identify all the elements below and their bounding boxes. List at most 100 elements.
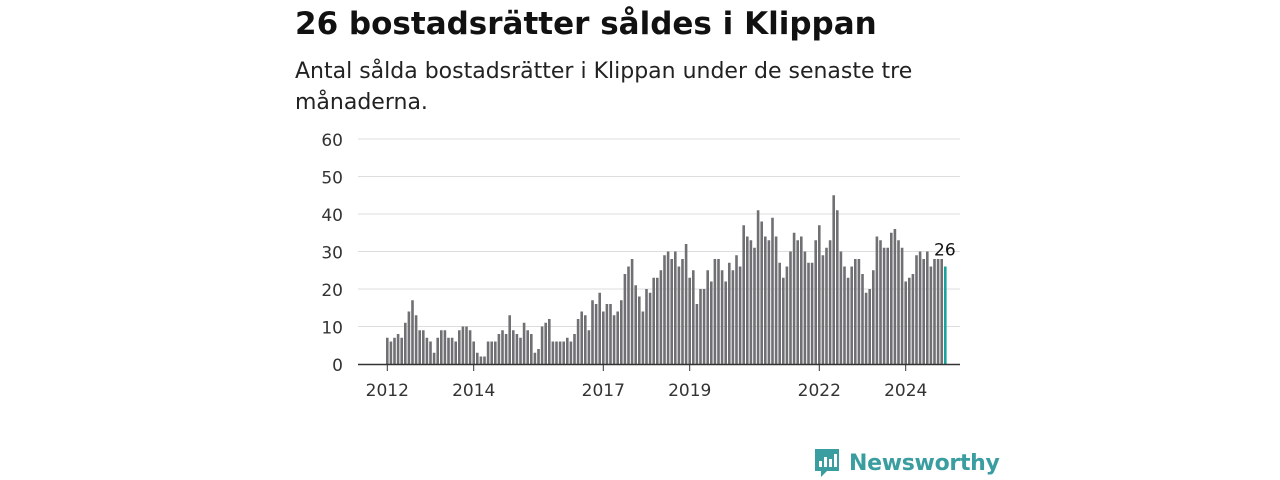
bar xyxy=(652,277,655,364)
bar xyxy=(886,247,889,364)
bar xyxy=(623,274,627,364)
bar xyxy=(404,322,407,364)
bar xyxy=(656,277,659,364)
bar xyxy=(429,341,432,364)
bar xyxy=(443,330,447,364)
bar xyxy=(764,236,767,364)
bar xyxy=(447,337,450,364)
bar xyxy=(814,240,817,364)
bar xyxy=(710,281,713,364)
bar xyxy=(522,322,526,364)
bar xyxy=(468,330,472,364)
bar xyxy=(735,255,738,364)
highlight-value-label: 26 xyxy=(934,241,956,261)
bar xyxy=(695,304,699,364)
x-tick-label: 2017 xyxy=(582,381,625,401)
y-tick-label: 60 xyxy=(321,131,343,151)
bar xyxy=(785,266,789,364)
bar xyxy=(620,300,623,364)
bar xyxy=(544,322,547,364)
bar xyxy=(800,236,803,364)
bar xyxy=(911,274,915,364)
bar xyxy=(684,244,688,364)
bar xyxy=(836,210,839,364)
bar xyxy=(749,240,753,364)
bar xyxy=(562,341,565,364)
chart-subtitle: Antal sålda bostadsrätter i Klippan unde… xyxy=(295,59,913,115)
bar xyxy=(875,236,879,364)
bar xyxy=(645,289,648,364)
bar xyxy=(515,334,519,364)
bar xyxy=(526,330,529,364)
bar xyxy=(670,259,673,364)
highlighted-bar xyxy=(944,266,947,364)
bar xyxy=(630,259,634,364)
bar xyxy=(584,315,587,364)
bar xyxy=(609,304,612,364)
bar xyxy=(789,251,792,364)
bar xyxy=(774,236,778,364)
bar xyxy=(393,337,396,364)
y-axis: 0 10 20 30 40 50 60 xyxy=(321,131,343,376)
bar xyxy=(490,341,493,364)
bar xyxy=(882,247,886,364)
x-axis: 2012 2014 2017 2019 2022 2024 xyxy=(358,363,960,401)
bar xyxy=(728,262,731,364)
bar xyxy=(868,289,871,364)
bar xyxy=(904,281,907,364)
brand-name: Newsworthy xyxy=(849,450,1000,476)
bar xyxy=(702,289,706,364)
bar xyxy=(810,262,814,364)
bar xyxy=(890,232,893,364)
bar xyxy=(688,277,691,364)
bar xyxy=(756,210,760,364)
bar xyxy=(929,266,933,364)
bar xyxy=(432,352,436,364)
y-tick-label: 50 xyxy=(321,169,343,189)
y-tick-label: 10 xyxy=(321,319,343,339)
bar-series xyxy=(386,195,947,364)
bar xyxy=(501,330,504,364)
bar xyxy=(483,356,486,364)
bar xyxy=(418,330,421,364)
bar xyxy=(497,334,501,364)
bar xyxy=(782,277,785,364)
bar xyxy=(537,349,540,364)
bar xyxy=(476,352,479,364)
bar xyxy=(472,341,475,364)
y-tick-label: 20 xyxy=(321,281,343,301)
newsworthy-logo: Newsworthy xyxy=(813,446,1000,480)
bar xyxy=(602,311,605,364)
bar xyxy=(504,334,508,364)
bar xyxy=(674,251,677,364)
bar xyxy=(746,236,749,364)
bar xyxy=(839,251,843,364)
bar xyxy=(713,259,717,364)
bar xyxy=(843,266,846,364)
bar xyxy=(854,259,857,364)
bar xyxy=(832,195,835,364)
bar xyxy=(828,240,832,364)
x-tick-label: 2024 xyxy=(884,381,927,401)
bar xyxy=(893,229,897,364)
bar xyxy=(458,330,461,364)
bar xyxy=(641,311,645,364)
bar xyxy=(897,240,900,364)
bar xyxy=(587,330,591,364)
bar xyxy=(803,251,807,364)
bar xyxy=(465,326,468,364)
bar xyxy=(494,341,497,364)
bar xyxy=(792,232,796,364)
bar xyxy=(846,277,850,364)
bar xyxy=(612,315,616,364)
bar xyxy=(724,281,727,364)
bar xyxy=(918,251,922,364)
bar xyxy=(508,315,511,364)
bar xyxy=(861,274,864,364)
bar xyxy=(616,311,619,364)
bar xyxy=(738,266,742,364)
bar xyxy=(936,259,940,364)
bar xyxy=(681,259,684,364)
bar xyxy=(566,337,569,364)
